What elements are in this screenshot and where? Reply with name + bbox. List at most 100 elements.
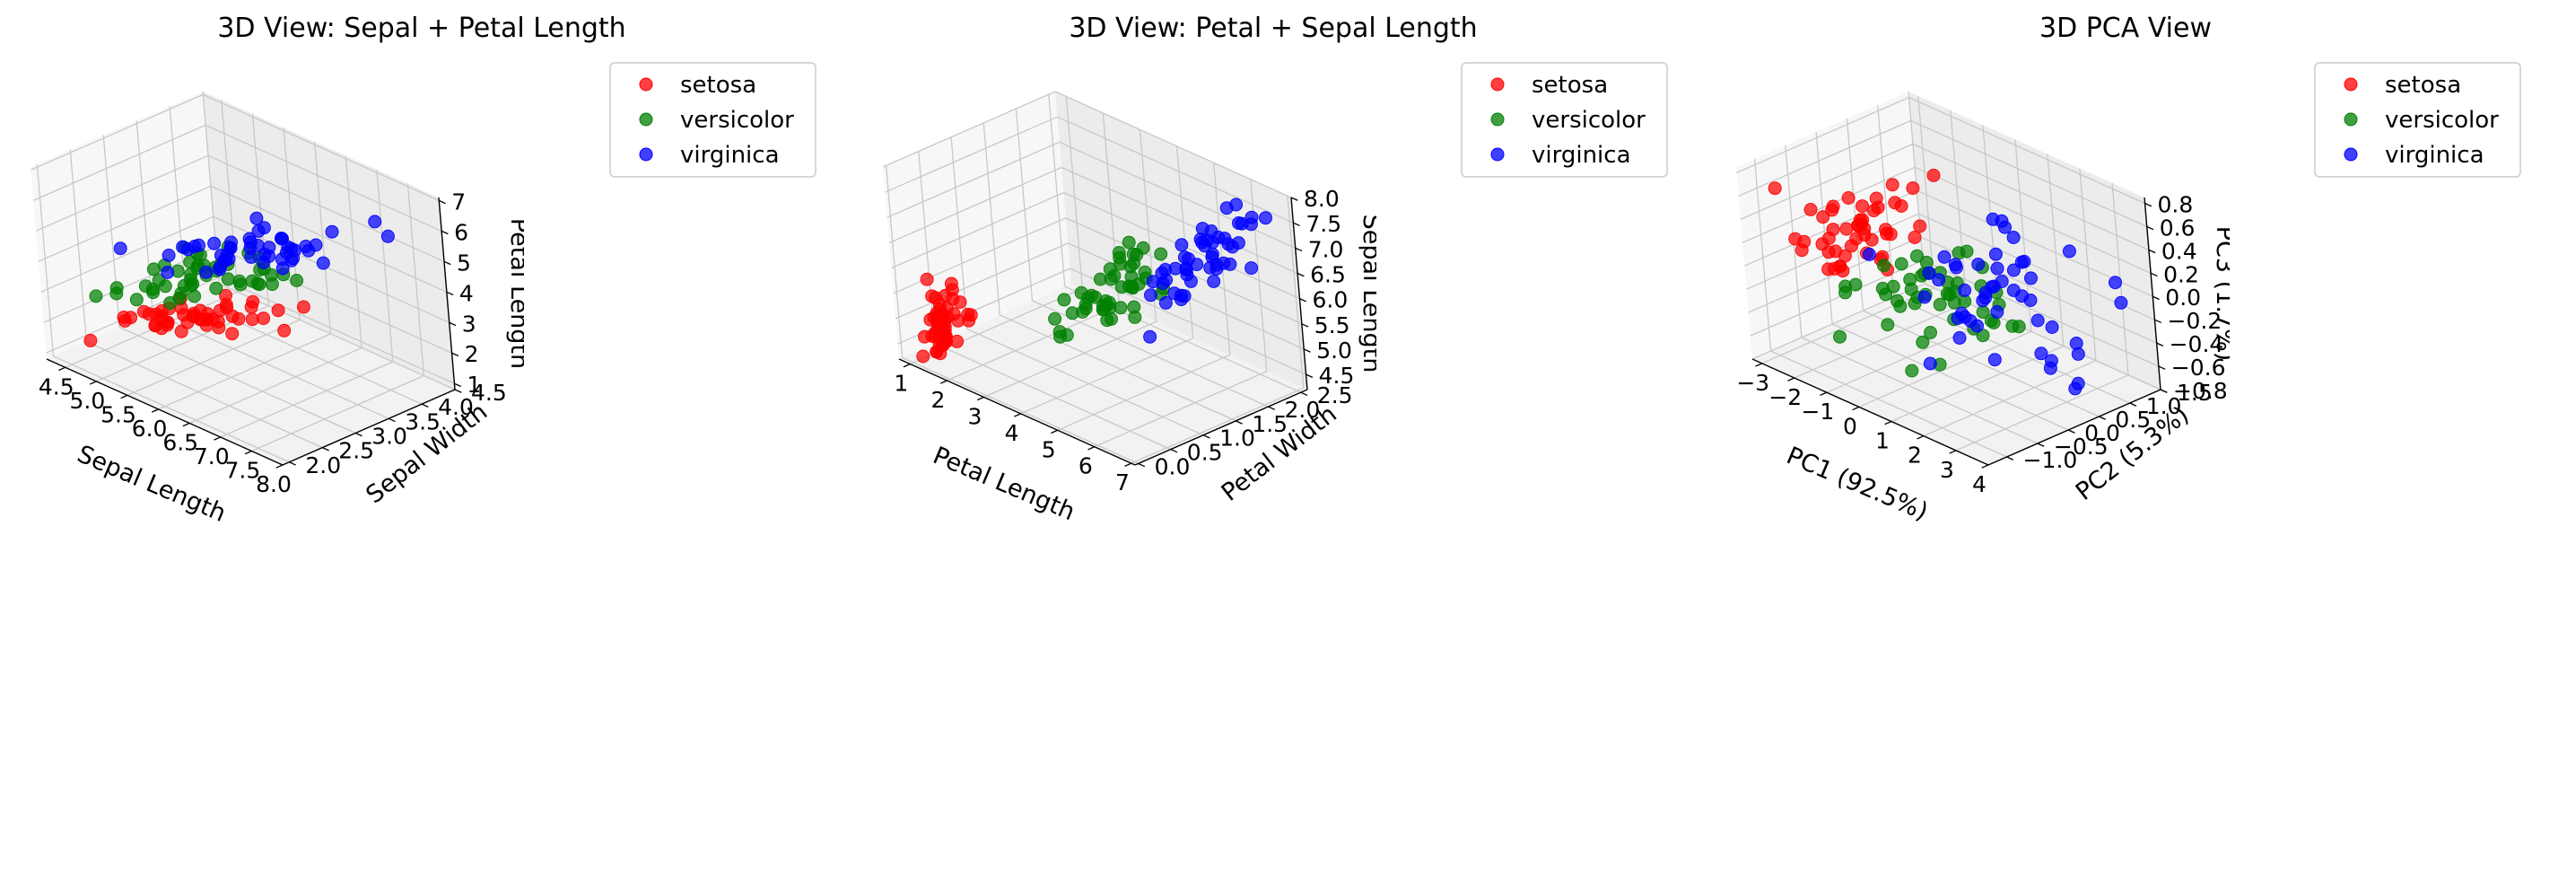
scatter-point-setosa	[219, 297, 233, 311]
scatter-point-versicolor	[1122, 235, 1136, 250]
gridline-x	[1794, 302, 1968, 379]
gridline-y	[902, 356, 1139, 464]
x-tick-label: 2	[1908, 443, 1922, 469]
scatter-point-setosa	[1851, 218, 1864, 232]
x-tick-mark	[976, 396, 984, 401]
axis-lines	[46, 197, 456, 466]
series-versicolor	[1048, 235, 1170, 344]
scatter-point-setosa	[296, 300, 310, 314]
scatter-point-virginica	[1156, 276, 1170, 291]
x-tick-label: 1	[894, 371, 908, 397]
gridline-z	[1914, 166, 2152, 274]
gridlines	[31, 91, 456, 466]
scatter-point-virginica	[1923, 356, 1937, 371]
scatter-point-virginica	[2023, 294, 2038, 307]
scatter-point-versicolor	[1113, 250, 1127, 265]
z-tick-label: 0.2	[2163, 261, 2199, 287]
scatter-point-setosa	[918, 329, 931, 344]
scatter-point-virginica	[2062, 244, 2076, 259]
legend-label-virginica: virginica	[2385, 142, 2484, 169]
gridline-z	[882, 91, 1056, 168]
gridline-z	[885, 116, 1058, 193]
scatter-point-setosa	[932, 337, 947, 350]
back-pane	[1908, 92, 2161, 390]
scatter-point-virginica	[1200, 233, 1214, 248]
scatter-point-versicolor	[1904, 282, 1918, 296]
scatter-point-setosa	[1826, 223, 1840, 237]
legend-label-versicolor: versicolor	[1532, 107, 1646, 134]
gridline-z	[31, 93, 204, 171]
x-tick-label: 5	[1042, 436, 1056, 462]
scatter-point-versicolor	[129, 293, 144, 307]
gridline-z	[1070, 268, 1306, 375]
scatter-point-setosa	[225, 327, 240, 341]
scatter-point-virginica	[2030, 313, 2045, 328]
scatter-point-versicolor	[1933, 297, 1947, 311]
z-tick-label: 5.5	[1314, 312, 1350, 338]
z-tick-mark	[2154, 319, 2162, 324]
scatter-point-setosa	[161, 315, 175, 329]
gridline-z	[1910, 119, 2147, 227]
gridline-z	[1736, 96, 1909, 174]
scatter-point-virginica	[325, 224, 339, 239]
scatter-point-setosa	[962, 313, 976, 328]
x-tick-mark	[1124, 462, 1132, 467]
series-setosa	[1768, 168, 1941, 278]
gridline-y	[1048, 94, 1066, 287]
scatter-point-virginica	[192, 238, 205, 252]
z-tick-mark	[446, 291, 454, 296]
legend-marker-virginica	[2344, 147, 2358, 162]
legend-label-setosa: setosa	[2385, 72, 2461, 99]
gridline-y	[1801, 337, 2039, 444]
z-tick-mark	[454, 382, 461, 388]
floor-pane	[899, 284, 1307, 465]
scatter-point-versicolor	[172, 291, 187, 305]
z-tick-label: −0.2	[2168, 308, 2222, 334]
scatter-point-setosa	[920, 272, 934, 286]
scatter-point-virginica	[1990, 304, 2004, 319]
scatter-point-setosa	[1768, 181, 1782, 196]
x-tick-label: 8.0	[256, 471, 292, 497]
tick-labels: −3−2−101234−1.0−0.50.00.51.01.5−0.8−0.6−…	[1736, 192, 2227, 498]
gridline-x	[1917, 95, 1935, 288]
z-tick-label: 4.5	[1319, 363, 1355, 389]
x-tick-mark	[1852, 406, 1860, 411]
y-tick-mark	[388, 417, 396, 423]
y-tick-label: 2.0	[1285, 397, 1321, 423]
scatter-point-setosa	[925, 289, 939, 303]
x-tick-label: 4.5	[39, 373, 74, 399]
gridline-z	[203, 93, 440, 201]
scatter-point-setosa	[1913, 219, 1927, 233]
legend-marker-versicolor	[2344, 112, 2358, 127]
legend-entry-virginica: virginica	[1490, 142, 1631, 169]
scatter-point-virginica	[1195, 222, 1209, 236]
axis-lines	[1751, 197, 2161, 466]
scatter-point-virginica	[1986, 212, 2000, 226]
x-axis-line	[46, 358, 284, 466]
gridline-x	[1761, 287, 1935, 364]
scatter-points	[916, 197, 1272, 364]
legend: setosa versicolor virginica	[1461, 62, 1668, 178]
gridline-y	[36, 163, 55, 356]
scatter-point-virginica	[251, 224, 266, 238]
scatter-point-virginica	[2006, 231, 2021, 244]
y-tick-mark	[354, 432, 362, 437]
z-tick-label: 1	[467, 372, 481, 398]
gridline-y	[934, 343, 1172, 451]
gridline-z	[1059, 141, 1296, 249]
scatter-point-versicolor	[1960, 244, 1974, 259]
gridline-z	[207, 154, 445, 262]
scatter-point-versicolor	[2005, 319, 2020, 333]
scatter-point-versicolor	[1098, 294, 1113, 308]
series-virginica	[113, 211, 395, 279]
gridline-y	[1770, 350, 2007, 458]
y-tick-label: −1.0	[2023, 447, 2078, 473]
x-tick-mark	[214, 436, 222, 441]
scatter-point-virginica	[299, 240, 313, 253]
scatter-point-versicolor	[1905, 364, 1919, 378]
z-axis-label: PC3 (1.7%)	[2211, 226, 2239, 362]
scatter-point-virginica	[1144, 288, 1157, 303]
scatter-point-virginica	[2017, 254, 2031, 268]
scatter-point-versicolor	[1052, 325, 1067, 339]
